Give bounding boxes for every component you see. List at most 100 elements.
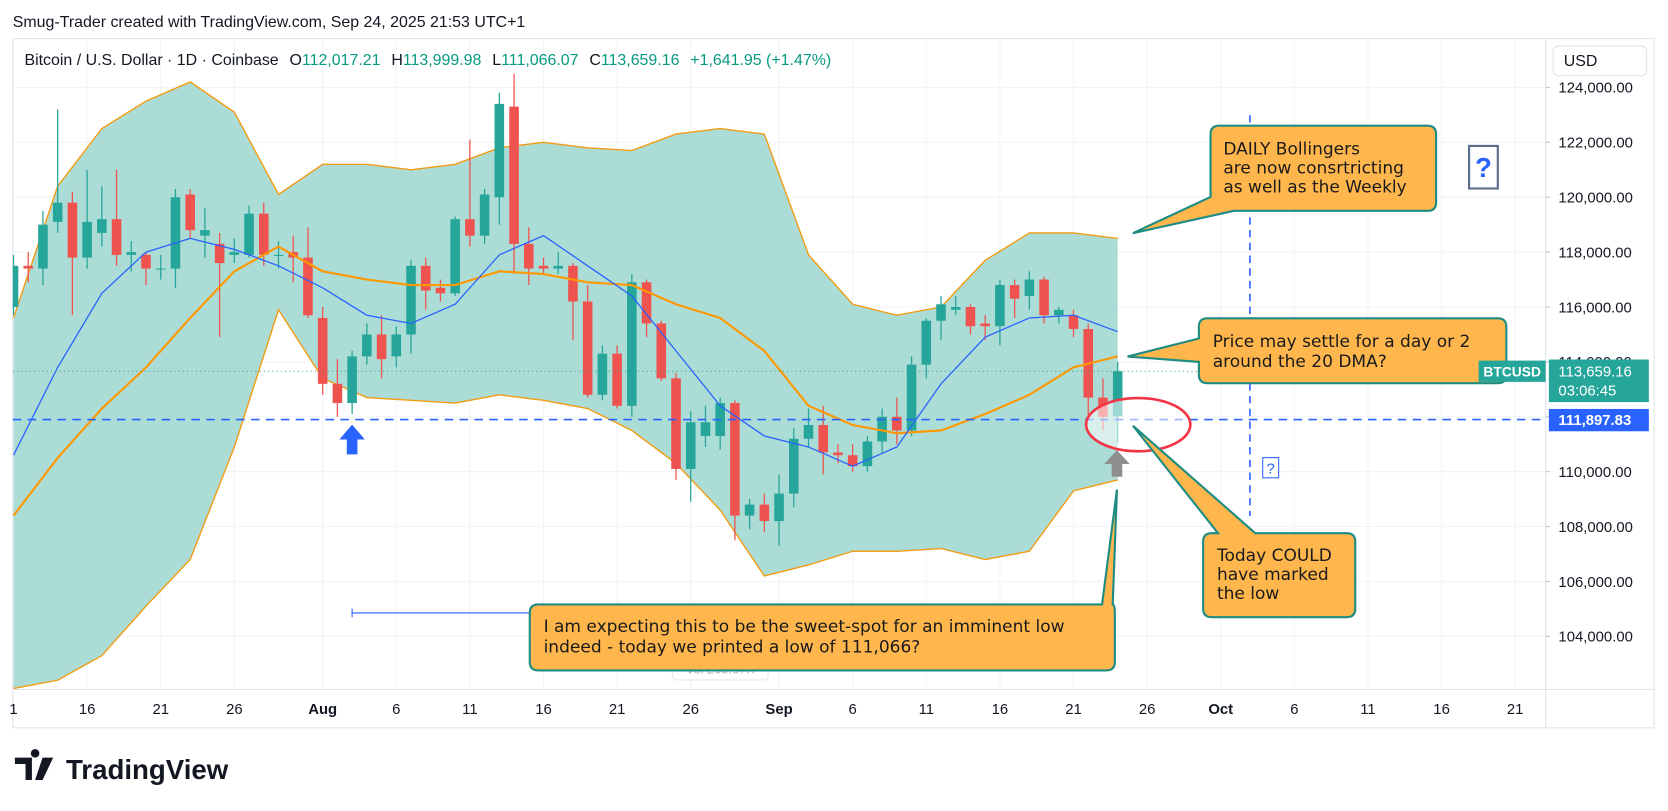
candle-body bbox=[568, 265, 578, 302]
candle-body bbox=[465, 219, 475, 236]
candle-body bbox=[965, 306, 976, 327]
x-tick-label: 16 bbox=[992, 702, 1009, 718]
callout-text: the low bbox=[1217, 584, 1279, 604]
legend-change: +1,641.95 (+1.47%) bbox=[690, 52, 831, 69]
question-mark: ? bbox=[1475, 152, 1492, 183]
legend-value: 112,017.21 bbox=[302, 52, 381, 69]
candle-body bbox=[833, 452, 843, 456]
x-tick-label: Oct bbox=[1208, 702, 1233, 718]
candle-body bbox=[155, 268, 166, 270]
candle-body bbox=[641, 282, 652, 324]
candle-body bbox=[612, 353, 622, 406]
x-tick-label: 11 bbox=[1360, 702, 1375, 718]
candle-body bbox=[774, 493, 784, 522]
callout-text: I am expecting this to be the sweet-spot… bbox=[544, 617, 1065, 637]
question-box bbox=[1262, 457, 1280, 479]
axes: 104,000.00 106,000.00 108,000.00 110,000.00… bbox=[9, 81, 1633, 718]
symbol-tag-label: BTCUSD bbox=[1483, 364, 1541, 380]
legend-value: 111,066.07 bbox=[501, 52, 579, 69]
legend-value: 113,659.16 bbox=[601, 52, 680, 69]
candle-body bbox=[391, 334, 402, 357]
candle-body bbox=[789, 438, 799, 494]
hline-tag bbox=[1548, 408, 1649, 432]
x-tick-label: 16 bbox=[79, 702, 96, 718]
legend-key: C bbox=[589, 52, 601, 69]
candle-body bbox=[214, 243, 225, 264]
candle-body bbox=[862, 441, 873, 467]
moving-average-fast bbox=[12, 234, 1118, 467]
bollinger-upper bbox=[12, 81, 1118, 319]
candle-body bbox=[200, 230, 210, 236]
candle-body bbox=[759, 504, 770, 522]
candle-body bbox=[273, 254, 284, 256]
candle-body bbox=[950, 306, 961, 310]
candle-body bbox=[185, 194, 195, 231]
callout-text: around the 20 DMA? bbox=[1213, 352, 1387, 372]
y-tick-label: 118,000.00 bbox=[1558, 245, 1631, 261]
x-tick-label: 6 bbox=[392, 702, 400, 718]
candle-body bbox=[332, 383, 343, 404]
currency: USD bbox=[1564, 53, 1598, 70]
candle-body bbox=[803, 425, 814, 439]
candle-body bbox=[980, 323, 990, 327]
up-arrow bbox=[339, 424, 365, 455]
candle-body bbox=[744, 504, 755, 516]
candle-body bbox=[656, 323, 667, 379]
x-tick-label: Aug bbox=[308, 702, 337, 718]
x-tick-label: 21 bbox=[152, 702, 169, 718]
candle-body bbox=[936, 304, 946, 321]
x-tick-label: 26 bbox=[1139, 702, 1156, 718]
candle-body bbox=[1112, 371, 1123, 417]
up-arrow-gray bbox=[1104, 450, 1130, 477]
candle-body bbox=[479, 194, 490, 236]
x-tick-label: 11 bbox=[462, 702, 477, 718]
legend-key: L bbox=[492, 52, 501, 69]
candle-body bbox=[406, 265, 416, 335]
candle-body bbox=[435, 287, 446, 294]
attribution: Smug-Trader created with TradingView.com… bbox=[13, 14, 526, 31]
candle-body bbox=[524, 243, 534, 269]
logo-icon bbox=[14, 749, 54, 780]
candle-body bbox=[111, 219, 122, 255]
callout-text: DAILY Bollingers bbox=[1223, 139, 1360, 159]
candle-body bbox=[23, 265, 34, 269]
callout-text: Price may settle for a day or 2 bbox=[1213, 332, 1471, 352]
candle-body bbox=[317, 317, 328, 384]
candle-body bbox=[494, 103, 505, 198]
candle-body bbox=[97, 219, 107, 233]
candle-body bbox=[12, 265, 19, 307]
x-tick-label: 11 bbox=[919, 702, 934, 718]
question-box bbox=[1468, 144, 1499, 190]
y-tick-label: 120,000.00 bbox=[1558, 191, 1632, 207]
x-tick-label: 26 bbox=[682, 702, 699, 718]
candle-body bbox=[347, 356, 357, 404]
callout-text: Today COULD bbox=[1216, 546, 1332, 566]
candle-body bbox=[627, 282, 637, 406]
candle-body bbox=[141, 254, 151, 269]
candle-body bbox=[921, 320, 932, 365]
candle-body bbox=[258, 213, 269, 255]
x-tick-label: 6 bbox=[1290, 702, 1298, 718]
candle-body bbox=[877, 416, 887, 442]
currency-button[interactable] bbox=[1552, 45, 1648, 77]
candle-body bbox=[847, 455, 858, 467]
candle-body bbox=[700, 422, 711, 436]
x-tick-label: 21 bbox=[609, 702, 626, 718]
candle-body bbox=[376, 334, 387, 360]
x-tick-label: 26 bbox=[226, 702, 243, 718]
legend-row: Bitcoin / U.S. Dollar · 1D · Coinbase O1… bbox=[24, 52, 831, 69]
highlight-ellipse bbox=[1084, 396, 1192, 453]
y-tick-label: 124,000.00 bbox=[1558, 81, 1632, 97]
bollinger-fill bbox=[13, 81, 1118, 689]
symbol: Bitcoin / U.S. Dollar · 1D · Coinbase bbox=[24, 52, 278, 69]
candle-body bbox=[597, 353, 608, 395]
candle-body bbox=[170, 197, 181, 269]
logo: TradingView bbox=[14, 749, 229, 785]
candle-body bbox=[229, 252, 240, 255]
candle-body bbox=[509, 106, 519, 244]
bollinger-lower bbox=[13, 308, 1118, 690]
candle-body bbox=[553, 265, 564, 269]
callout bbox=[1127, 317, 1508, 385]
